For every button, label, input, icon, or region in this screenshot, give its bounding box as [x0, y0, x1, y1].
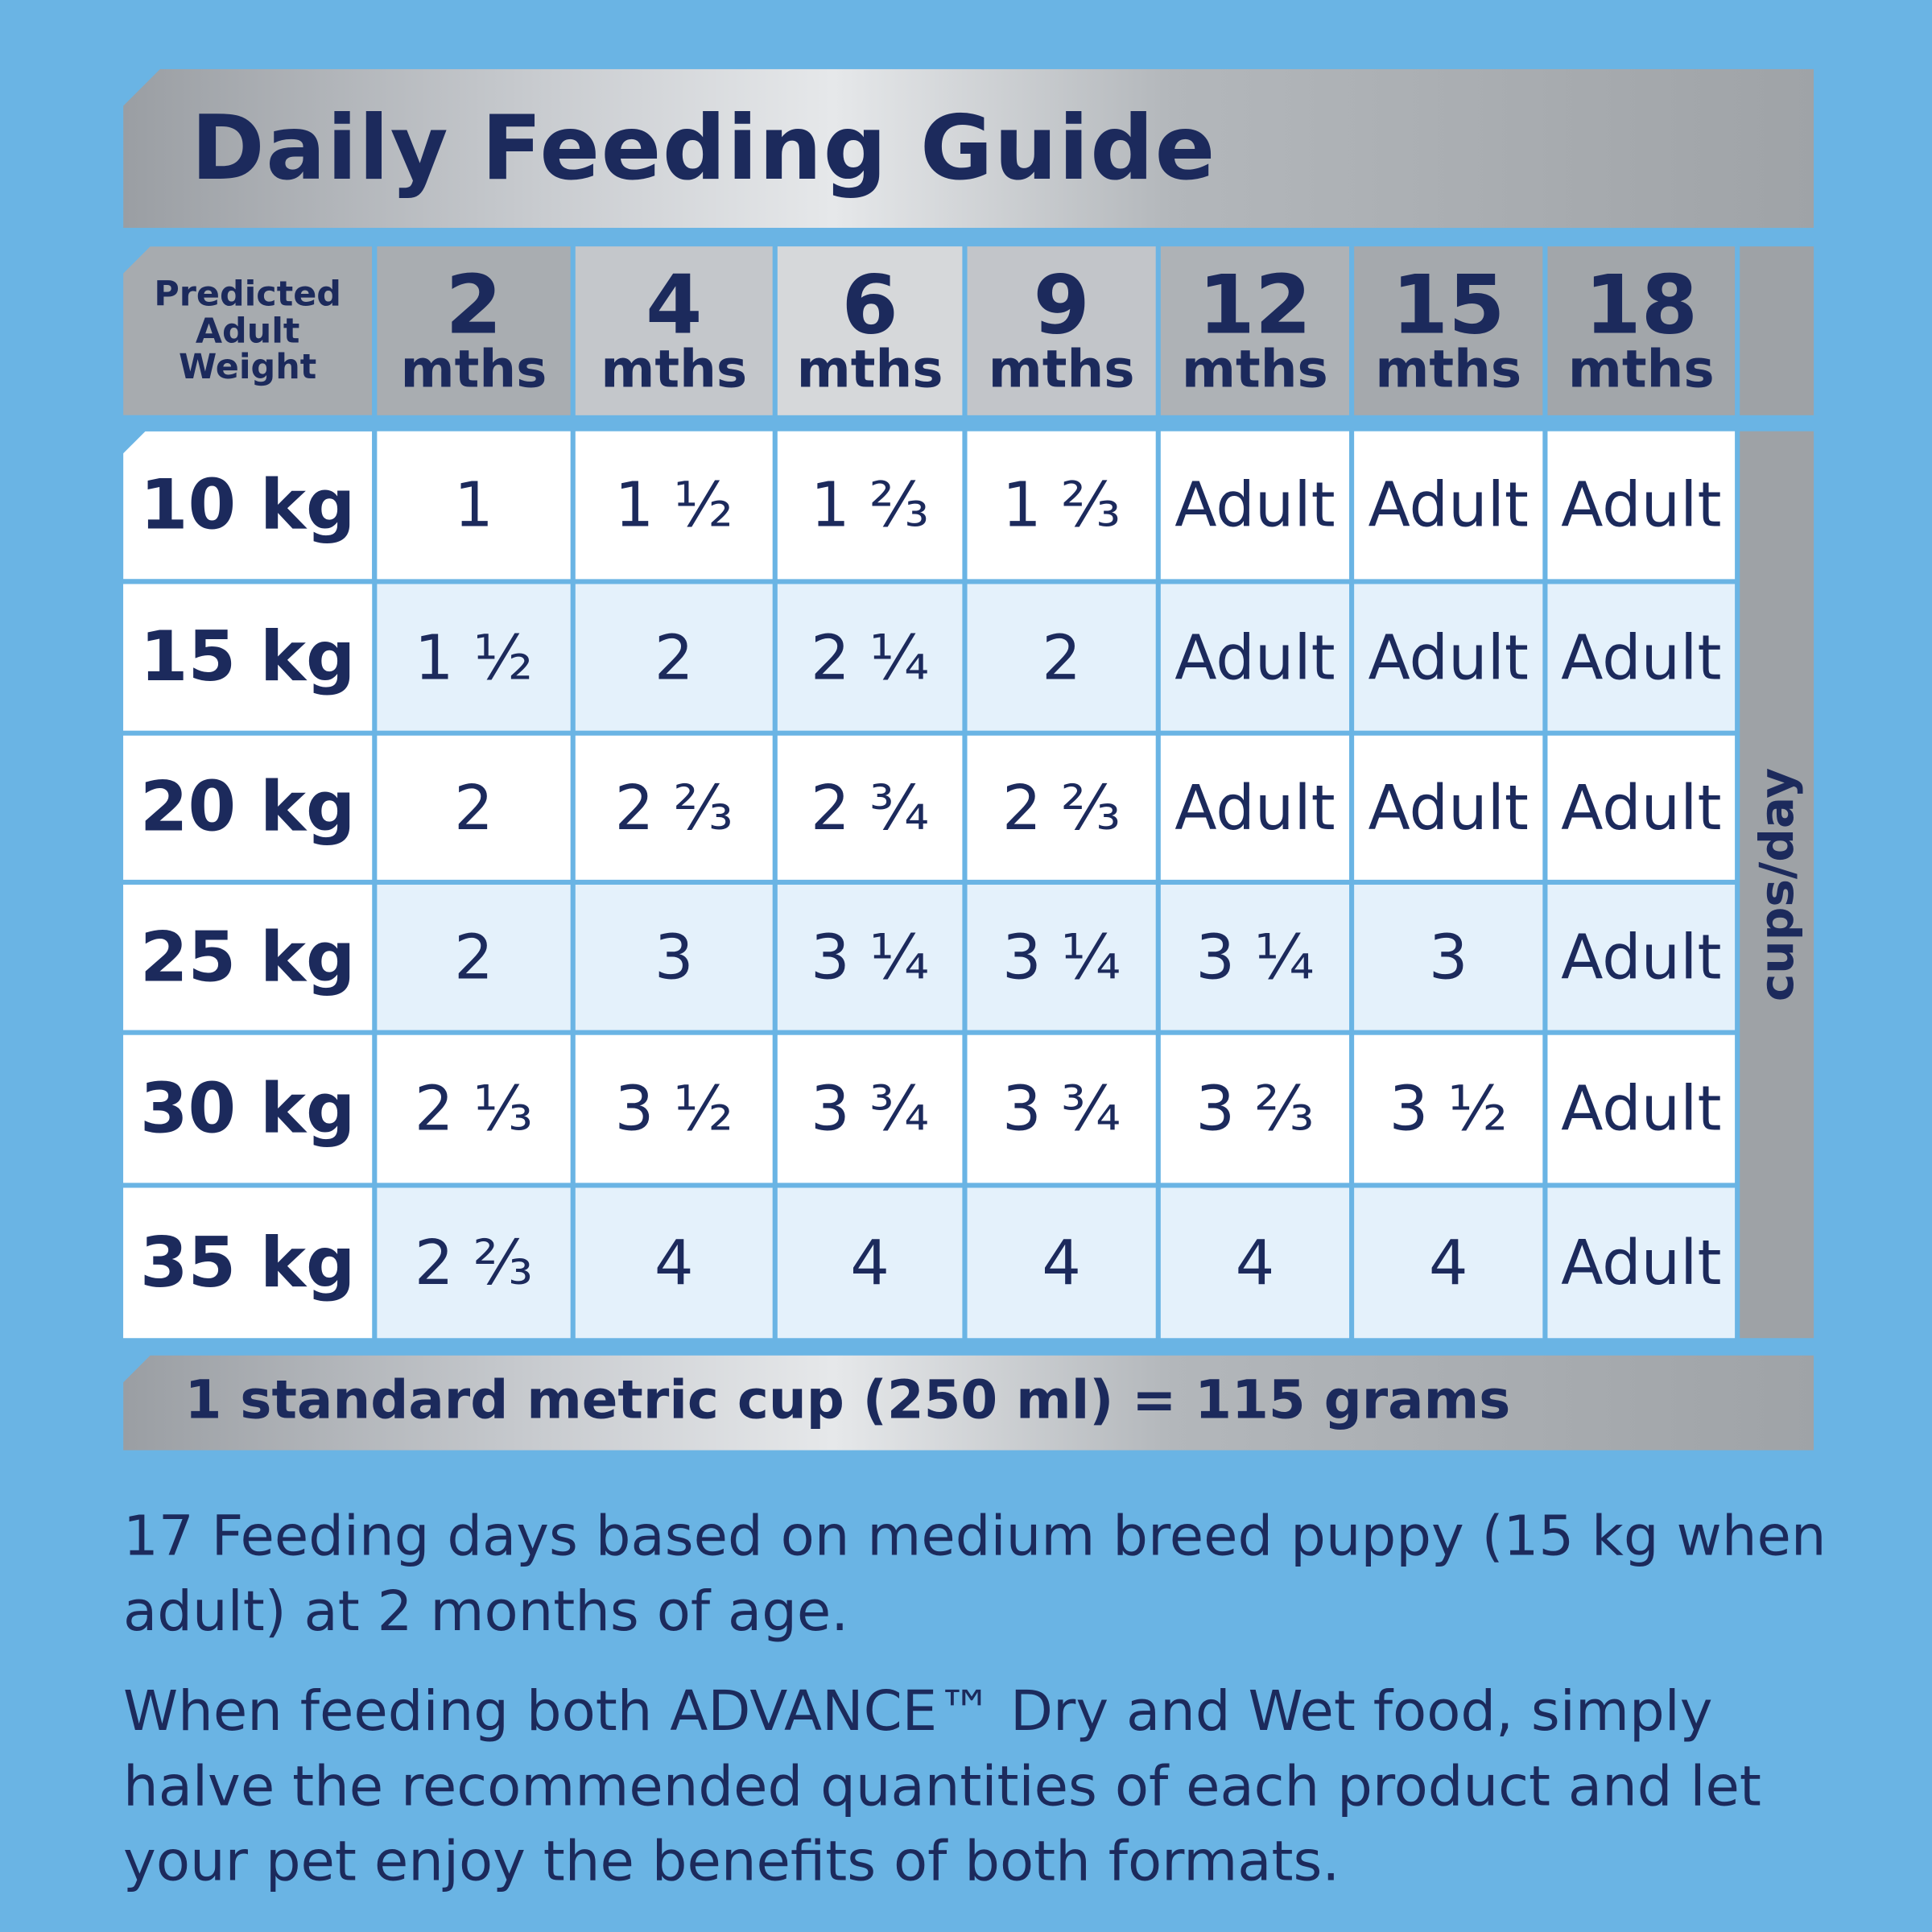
corner-cell: Predicted Adult Weight	[123, 246, 373, 415]
table-cell: 2	[967, 584, 1156, 731]
table-cell: 3	[575, 884, 773, 1030]
table-cell: 2	[377, 735, 571, 880]
column-unit: mths	[1567, 338, 1715, 399]
table-cell: 2 ⅔	[575, 735, 773, 880]
table-cell: 4	[967, 1187, 1156, 1339]
table-cell: Adult	[1547, 1187, 1736, 1339]
title-bar: Daily Feeding Guide	[123, 68, 1814, 229]
table-cell: Adult	[1160, 431, 1350, 580]
table-cell: 3 ¼	[967, 884, 1156, 1030]
table-cell: 2 ⅓	[377, 1034, 571, 1183]
table-cell: 1 ⅔	[777, 431, 963, 580]
table-cell: 4	[1160, 1187, 1350, 1339]
table-cell: 1 ½	[377, 584, 571, 731]
column-header: 15 mths	[1354, 246, 1543, 415]
table-cell: Adult	[1547, 431, 1736, 580]
table-cell: 3 ¼	[777, 884, 963, 1030]
corner-line: Weight	[179, 346, 317, 387]
table-cell: 2 ⅔	[377, 1187, 571, 1339]
column-unit: mths	[400, 338, 547, 399]
corner-line: Predicted	[154, 274, 341, 315]
table-cell: Adult	[1160, 584, 1350, 731]
header-filler	[1740, 246, 1814, 415]
row-label: 15 kg	[123, 584, 373, 731]
table-cell: Adult	[1547, 584, 1736, 731]
table-cell: 3 ¾	[967, 1034, 1156, 1183]
table-cell: 3 ½	[575, 1034, 773, 1183]
table-cell: 3 ⅔	[1160, 1034, 1350, 1183]
table-cell: 2 ¾	[777, 735, 963, 880]
table-cell: 3 ½	[1354, 1034, 1543, 1183]
table-cell: 4	[1354, 1187, 1543, 1339]
table-cell: Adult	[1354, 584, 1543, 731]
column-unit: mths	[1182, 338, 1328, 399]
column-unit: mths	[1375, 338, 1522, 399]
column-unit: mths	[796, 338, 943, 399]
column-age: 2	[445, 258, 502, 353]
column-header: 4 mths	[575, 246, 773, 415]
table-cell: 3 ¼	[1160, 884, 1350, 1030]
table-cell: 4	[777, 1187, 963, 1339]
paragraph: When feeding both ADVANCE™ Dry and Wet f…	[123, 1678, 1761, 1894]
column-age: 18	[1584, 258, 1699, 353]
column-age: 6	[841, 258, 898, 353]
unit-label: cups/day	[1749, 767, 1804, 1002]
table-cell: 1 ½	[575, 431, 773, 580]
row-label: 30 kg	[123, 1034, 373, 1183]
column-age: 15	[1391, 258, 1505, 353]
column-header: 12 mths	[1160, 246, 1350, 415]
table-cell: 2	[377, 884, 571, 1030]
row-label: 25 kg	[123, 884, 373, 1030]
row-label: 10 kg	[123, 431, 373, 580]
table-cell: 3 ¾	[777, 1034, 963, 1183]
table-cell: Adult	[1547, 1034, 1736, 1183]
column-header: 6 mths	[777, 246, 963, 415]
footer-bar: 1 standard metric cup (250 ml) = 115 gra…	[123, 1355, 1814, 1451]
table-cell: Adult	[1354, 735, 1543, 880]
row-label: 20 kg	[123, 735, 373, 880]
unit-bar: cups/day	[1740, 431, 1814, 1339]
table-cell: 1 ⅔	[967, 431, 1156, 580]
table-cell: 2 ⅔	[967, 735, 1156, 880]
column-age: 12	[1198, 258, 1312, 353]
column-age: 4	[646, 258, 703, 353]
footer-note: 1 standard metric cup (250 ml) = 115 gra…	[184, 1370, 1511, 1432]
table-cell: 3	[1354, 884, 1543, 1030]
column-header: 2 mths	[377, 246, 571, 415]
row-label: 35 kg	[123, 1187, 373, 1339]
column-unit: mths	[601, 338, 748, 399]
table-cell: 2 ¼	[777, 584, 963, 731]
table-cell: Adult	[1160, 735, 1350, 880]
table-cell: Adult	[1547, 884, 1736, 1030]
table-cell: Adult	[1547, 735, 1736, 880]
table-cell: 1	[377, 431, 571, 580]
table-cell: 4	[575, 1187, 773, 1339]
column-header: 9 mths	[967, 246, 1156, 415]
title: Daily Feeding Guide	[191, 96, 1216, 200]
table-cell: 2	[575, 584, 773, 731]
column-unit: mths	[988, 338, 1135, 399]
column-header: 18 mths	[1547, 246, 1736, 415]
table-cell: Adult	[1354, 431, 1543, 580]
corner-line: Adult	[195, 310, 300, 351]
paragraph: 17 Feeding days based on medium breed pu…	[123, 1503, 1827, 1644]
column-age: 9	[1033, 258, 1090, 353]
